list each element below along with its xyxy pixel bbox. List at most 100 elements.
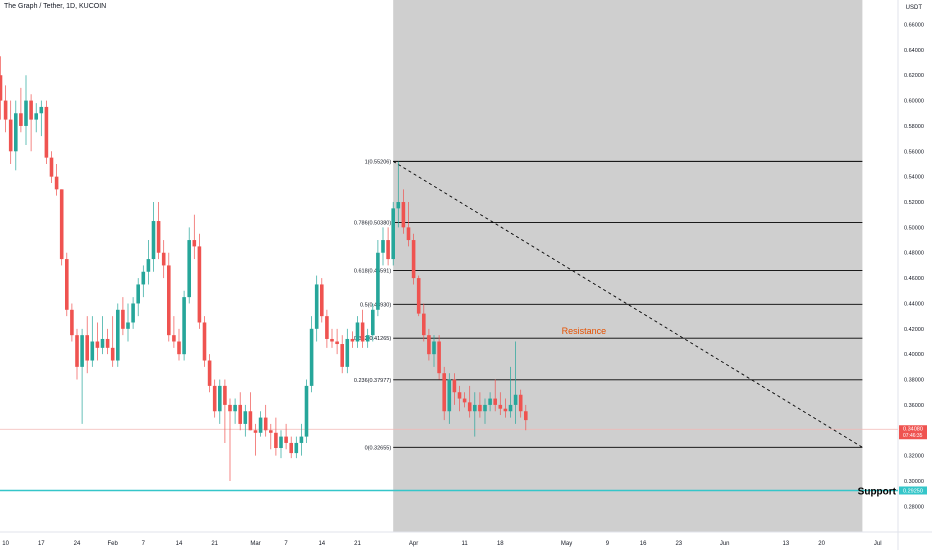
candle-body: [279, 436, 283, 449]
y-tick-label: 0.60000: [904, 99, 924, 105]
candle-body: [391, 208, 395, 260]
y-tick-label: 0.50000: [904, 225, 924, 231]
candle-body: [371, 309, 375, 336]
candle-body: [355, 322, 360, 342]
candle-body: [100, 338, 105, 348]
candle-body: [508, 404, 513, 412]
x-tick-label: 16: [640, 541, 647, 547]
x-tick-label: 17: [38, 541, 45, 547]
fib-level-label: 0.5(0.43930): [360, 302, 391, 308]
candle-body: [437, 341, 441, 374]
x-tick-label: 14: [318, 541, 325, 547]
candle-body: [0, 75, 3, 101]
y-tick-label: 0.36000: [904, 403, 924, 409]
y-tick-label: 0.58000: [904, 124, 924, 130]
currency-label: USDT: [906, 5, 923, 11]
candle-body: [75, 335, 79, 367]
x-tick-label: 7: [284, 541, 288, 547]
x-tick-label: 9: [606, 541, 610, 547]
candle-body: [462, 398, 467, 403]
candle-body: [207, 360, 212, 386]
last-price-value: 0.34080: [903, 427, 923, 433]
candle-body: [365, 335, 370, 342]
fib-level-label: 0.618(0.46591): [354, 269, 391, 275]
candle-body: [80, 335, 84, 367]
candle-body: [44, 106, 49, 158]
candle-body: [488, 398, 492, 405]
fib-level-label: 0.786(0.50380): [354, 221, 391, 227]
candle-body: [386, 240, 390, 260]
x-tick-label: Mar: [250, 541, 260, 547]
x-tick-label: May: [561, 541, 572, 547]
chart-title: The Graph / Tether, 1D, KUCOIN: [4, 3, 107, 10]
x-tick-label: Feb: [108, 541, 119, 547]
candle-body: [432, 341, 436, 355]
candle-body: [3, 100, 8, 120]
candle-body: [65, 259, 69, 310]
candle-body: [284, 436, 288, 443]
fib-level-label: 1(0.55206): [365, 159, 392, 165]
candle-body: [289, 442, 293, 454]
candle-body: [518, 394, 523, 412]
candle-body: [350, 338, 355, 342]
candle-body: [39, 106, 44, 114]
candle-body: [85, 335, 89, 361]
candle-body: [447, 379, 452, 412]
candle-body: [314, 284, 319, 329]
resistance-label: Resistance: [562, 326, 607, 336]
x-tick-label: Apr: [409, 541, 418, 547]
trendline: [392, 160, 863, 448]
candle-body: [243, 411, 248, 424]
candle-body: [274, 432, 278, 449]
x-tick-label: 11: [461, 541, 468, 547]
y-tick-label: 0.48000: [904, 251, 924, 257]
x-tick-label: 20: [818, 541, 825, 547]
candle-body: [253, 430, 258, 433]
candle-body: [70, 309, 74, 336]
candle-body: [187, 240, 191, 298]
candle-body: [116, 309, 120, 361]
candle-body: [411, 240, 416, 279]
candle-body: [381, 240, 385, 253]
candle-body: [223, 385, 227, 405]
candle-body: [345, 338, 350, 367]
candle-body: [8, 119, 13, 152]
y-tick-label: 0.66000: [904, 23, 924, 29]
candle-body: [524, 411, 528, 421]
y-tick-label: 0.52000: [904, 200, 924, 206]
candle-body: [24, 100, 28, 126]
candle-body: [416, 278, 421, 314]
y-tick-label: 0.46000: [904, 276, 924, 282]
candle-body: [335, 341, 339, 345]
candle-body: [14, 113, 18, 152]
candle-body: [513, 394, 518, 405]
y-tick-label: 0.44000: [904, 301, 924, 307]
candle-body: [121, 309, 125, 329]
support-price-value: 0.29250: [903, 488, 923, 494]
candle-body: [29, 100, 33, 120]
candle-body: [105, 338, 110, 348]
candle-body: [452, 379, 457, 393]
candle-body: [156, 221, 161, 253]
candle-body: [49, 157, 54, 177]
x-tick-label: Jun: [720, 541, 730, 547]
candle-body: [54, 176, 59, 190]
support-price-tag: [899, 486, 927, 495]
y-tick-label: 0.56000: [904, 149, 924, 155]
candle-body: [467, 402, 472, 412]
x-tick-label: Jul: [874, 541, 882, 547]
x-tick-label: 21: [354, 541, 361, 547]
candle-body: [172, 335, 176, 342]
candle-body: [161, 252, 166, 266]
candle-body: [320, 284, 324, 317]
candle-body: [483, 404, 487, 412]
candle-body: [493, 398, 497, 405]
y-tick-label: 0.38000: [904, 378, 924, 384]
candle-body: [248, 411, 253, 431]
x-tick-label: 21: [211, 541, 218, 547]
y-tick-label: 0.42000: [904, 327, 924, 333]
candle-body: [396, 202, 401, 209]
candle-body: [202, 322, 207, 361]
candle-body: [131, 303, 135, 323]
x-tick-label: 13: [783, 541, 790, 547]
